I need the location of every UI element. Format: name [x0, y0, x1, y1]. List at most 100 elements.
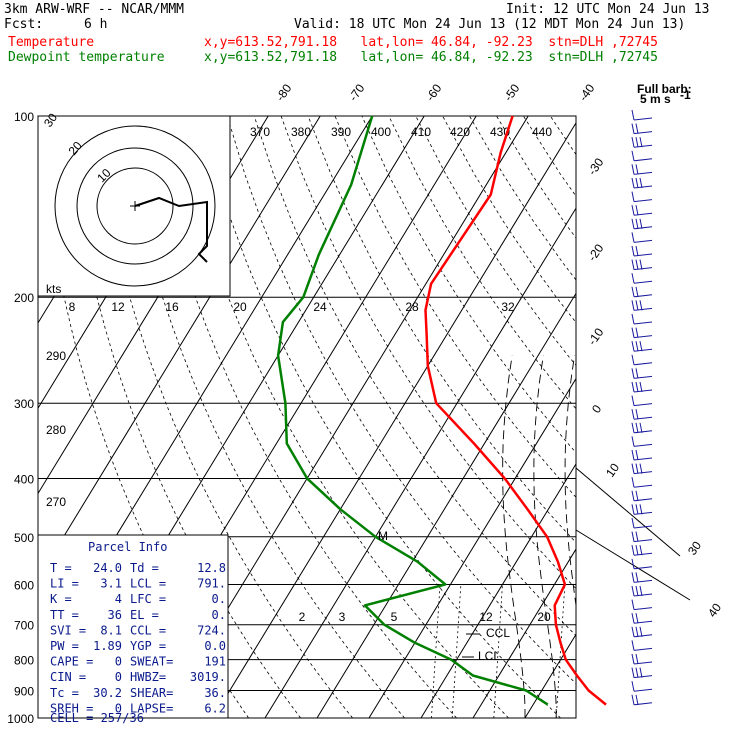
speed-scale-label: 24: [313, 300, 327, 314]
wind-key-value: 5 m s: [640, 92, 671, 106]
wind-barb-flag: [635, 123, 639, 134]
isobar-label: 200: [14, 291, 34, 305]
wind-barb-flag: [635, 164, 639, 175]
isotherm-line: [368, 377, 576, 718]
wind-barb-staff: [633, 348, 653, 352]
isotherm-label: -10: [585, 325, 607, 348]
theta-label: 410: [411, 125, 431, 139]
wind-barb-flag: [631, 232, 635, 243]
dry-adiabat: [334, 116, 576, 498]
isobar-label: 300: [14, 397, 34, 411]
wind-barb-flag: [639, 177, 643, 189]
moist-adiabat: [659, 356, 681, 718]
wind-barb-staff: [633, 280, 653, 284]
wind-barb-flag: [631, 245, 635, 257]
wind-barb-flag: [639, 300, 643, 311]
dry-adiabat: [658, 116, 740, 718]
parcel-param-name: EL =: [130, 608, 159, 622]
wind-barb-staff: [633, 525, 653, 529]
isotherm-label: -20: [585, 241, 607, 264]
wind-barb-flag: [635, 381, 639, 393]
mixing-ratio-line: [603, 584, 612, 718]
dry-adiabat: [469, 116, 576, 281]
parcel-info-box: [37, 534, 229, 719]
wind-barb-flag: [635, 653, 639, 665]
isotherm-label: -70: [346, 81, 368, 104]
mixing-ratio-line: [451, 584, 462, 718]
wind-barb-staff: [633, 471, 653, 475]
wind-barb-staff: [633, 403, 653, 407]
dry-adiabat: [253, 116, 576, 637]
wind-barb-staff: [633, 158, 653, 162]
wind-barb-flag: [639, 504, 643, 515]
temperature-profile: [424, 115, 607, 706]
wind-barb-staff: [633, 675, 653, 679]
isotherm-line: [681, 116, 740, 718]
wind-barb-flag: [631, 545, 635, 556]
isobar-label: 700: [14, 619, 34, 633]
wind-key-unit-exponent: -1: [680, 88, 691, 102]
wind-barb-flag: [631, 449, 635, 461]
wind-barb-flag: [639, 137, 643, 148]
dry-adiabat: [415, 116, 576, 366]
init-time: Init: 12 UTC Mon 24 Jun 13: [506, 2, 710, 17]
wind-barb-flag: [635, 327, 639, 338]
fcst-value: 6 h: [84, 17, 108, 32]
wind-barb-staff: [633, 253, 653, 257]
parcel-param-name: CAPE =: [50, 655, 93, 669]
wind-barb-flag: [631, 164, 635, 175]
isotherm-label: 10: [603, 460, 622, 479]
isobar-label: 100: [14, 110, 34, 124]
wind-barb-staff: [633, 634, 653, 638]
wind-barb-flag: [631, 477, 635, 488]
wind-barb-staff: [633, 362, 653, 366]
wind-barb-staff: [633, 661, 653, 665]
wind-barb-flag: [635, 368, 639, 379]
parcel-param-value: 36: [108, 608, 122, 622]
wind-barb-staff: [633, 335, 653, 339]
parcel-param-name: SVI =: [50, 623, 86, 637]
wind-barb-flag: [631, 137, 635, 148]
wind-barb-flag: [635, 694, 639, 705]
wind-barb-flag: [635, 613, 639, 624]
wind-barb-flag: [639, 585, 643, 597]
temperature-legend: Temperature: [8, 35, 95, 50]
wind-barb-staff: [633, 430, 653, 434]
isotherm-label: -50: [501, 81, 523, 104]
wind-barb-staff: [633, 131, 653, 135]
wind-barb-flag: [639, 341, 643, 352]
wind-barb-flag: [631, 694, 635, 705]
mixing-ratio-label: 5: [391, 610, 398, 624]
parcel-param-value: 8.1: [100, 623, 122, 637]
parcel-param-value: 3.1: [100, 577, 122, 591]
wind-barb-flag: [631, 395, 635, 406]
mixing-ratio-label: 12: [479, 610, 493, 624]
wind-barb-flag: [635, 449, 639, 461]
hodograph-trace: [134, 196, 208, 263]
wind-barb-flag: [631, 422, 635, 433]
wind-barb-flag: [631, 409, 635, 420]
parcel-cell: CELL = 257/36: [50, 711, 144, 725]
parcel-param-name: Tc =: [50, 686, 79, 700]
parcel-param-name: K =: [50, 592, 72, 606]
wind-barb-flag: [631, 490, 635, 501]
parcel-param-value: 12.8: [197, 561, 226, 575]
moist-adiabat: [564, 355, 576, 609]
parcel-param-value: 6.2: [204, 701, 226, 715]
wind-barb-staff: [633, 443, 653, 447]
dewpoint-location: x,y=613.52,791.18 lat,lon= 46.84, -92.23…: [204, 50, 658, 65]
theta-label: 380: [291, 125, 311, 139]
wind-barb-flag: [635, 585, 639, 597]
isobar-label: 500: [14, 531, 34, 545]
wind-key-title: Full barb:: [637, 82, 692, 96]
isotherm-line: [38, 116, 321, 580]
wind-barb-flag: [631, 259, 635, 270]
mixing-ratio-line: [493, 584, 503, 718]
wind-barb-flag: [631, 218, 635, 229]
wind-barb-flag: [631, 205, 635, 216]
wind-barb-flag: [631, 381, 635, 393]
parcel-param-name: YGP =: [130, 639, 166, 653]
wind-barb-flag: [631, 150, 635, 161]
parcel-param-name: CIN =: [50, 670, 86, 684]
isotherm-label: 40: [705, 600, 724, 619]
